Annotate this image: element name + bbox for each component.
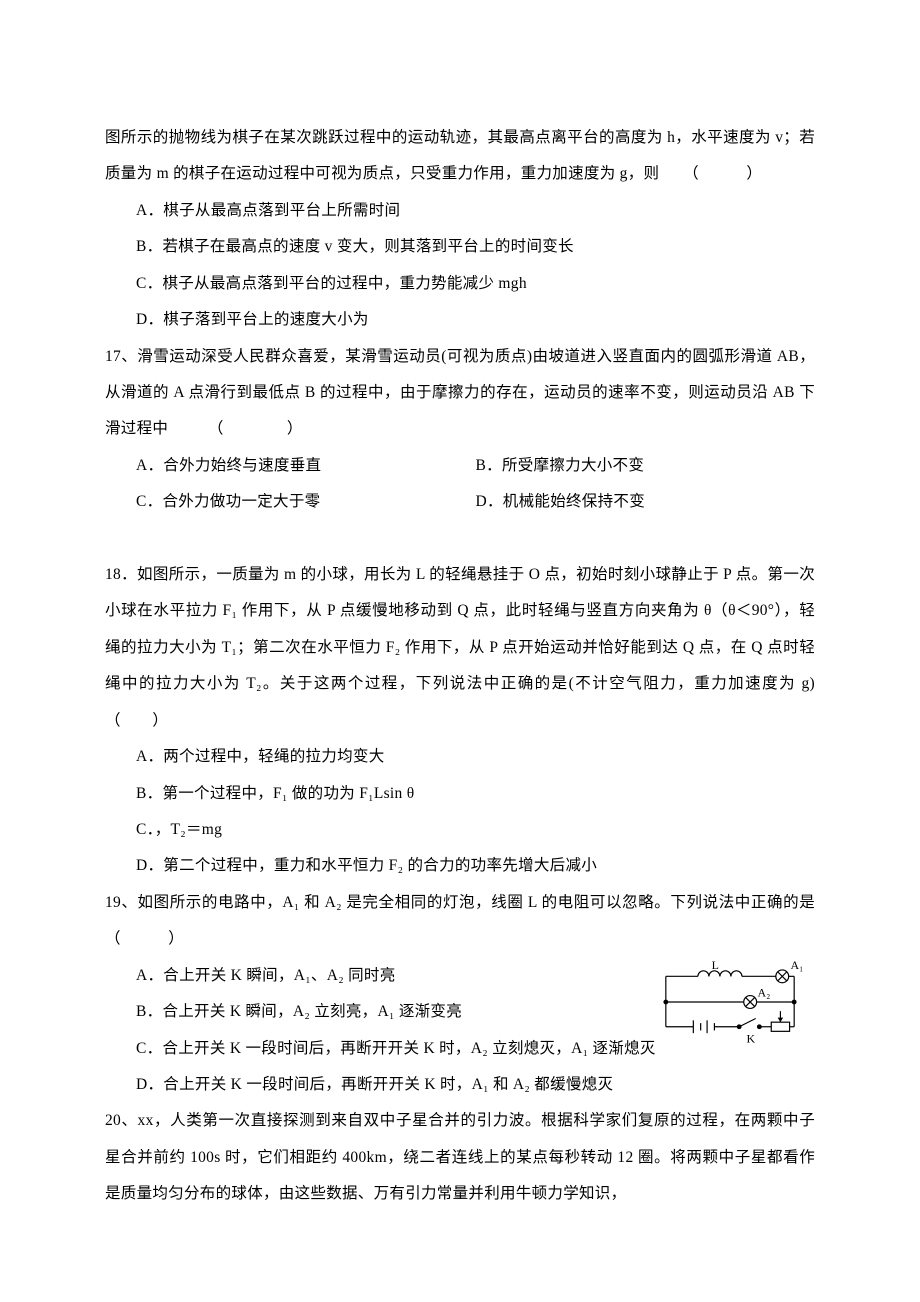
q17-option-a: A．合外力始终与速度垂直 [136,448,476,484]
q16-option-b: B．若棋子在最高点的速度 v 变大，则其落到平台上的时间变长 [105,229,815,265]
svg-text:A₂: A₂ [758,985,771,999]
q17-option-d: D．机械能始终保持不变 [476,484,816,520]
q17-options-row2: C．合外力做功一定大于零 D．机械能始终保持不变 [105,484,815,520]
q16-option-c: C．棋子从最高点落到平台的过程中，重力势能减少 mgh [105,266,815,302]
q18-stem: 18．如图所示，一质量为 m 的小球，用长为 L 的轻绳悬挂于 O 点，初始时刻… [105,557,815,739]
circuit-diagram-icon: L A₁ A₂ K [655,958,805,1068]
q17-stem: 17、滑雪运动深受人民群众喜爱，某滑雪运动员(可视为质点)由坡道进入竖直面内的圆… [105,339,815,448]
svg-text:L: L [712,958,719,972]
q17-option-c: C．合外力做功一定大于零 [136,484,476,520]
q16-stem-cont: 图所示的抛物线为棋子在某次跳跃过程中的运动轨迹，其最高点离平台的高度为 h，水平… [105,120,815,193]
q17-option-b: B．所受摩擦力大小不变 [476,448,816,484]
q18-option-d: D．第二个过程中，重力和水平恒力 F₂ 的合力的功率先增大后减小 [105,848,815,884]
q20-stem: 20、xx，人类第一次直接探测到来自双中子星合并的引力波。根据科学家们复原的过程… [105,1103,815,1212]
svg-text:K: K [747,1031,756,1045]
q18-option-b: B．第一个过程中，F₁ 做的功为 F₁Lsin θ [105,776,815,812]
spacer [105,521,815,557]
q18-option-c: C．，T₂＝mg [105,812,815,848]
q17-options-row1: A．合外力始终与速度垂直 B．所受摩擦力大小不变 [105,448,815,484]
document-page: 图所示的抛物线为棋子在某次跳跃过程中的运动轨迹，其最高点离平台的高度为 h，水平… [0,0,920,1273]
svg-text:A₁: A₁ [791,958,804,972]
q19-stem: 19、如图所示的电路中，A₁ 和 A₂ 是完全相同的灯泡，线圈 L 的电阻可以忽… [105,885,815,958]
q18-option-a: A．两个过程中，轻绳的拉力均变大 [105,739,815,775]
q19-option-d: D．合上开关 K 一段时间后，再断开开关 K 时，A₁ 和 A₂ 都缓慢熄灭 [105,1067,815,1103]
q16-option-a: A．棋子从最高点落到平台上所需时间 [105,193,815,229]
q19-options-block: LA₁A₂K A．合上开关 K 瞬间，A₁、A₂ 同时亮 B．合上开关 K 瞬间… [105,958,815,1104]
q16-option-d: D．棋子落到平台上的速度大小为 [105,302,815,338]
